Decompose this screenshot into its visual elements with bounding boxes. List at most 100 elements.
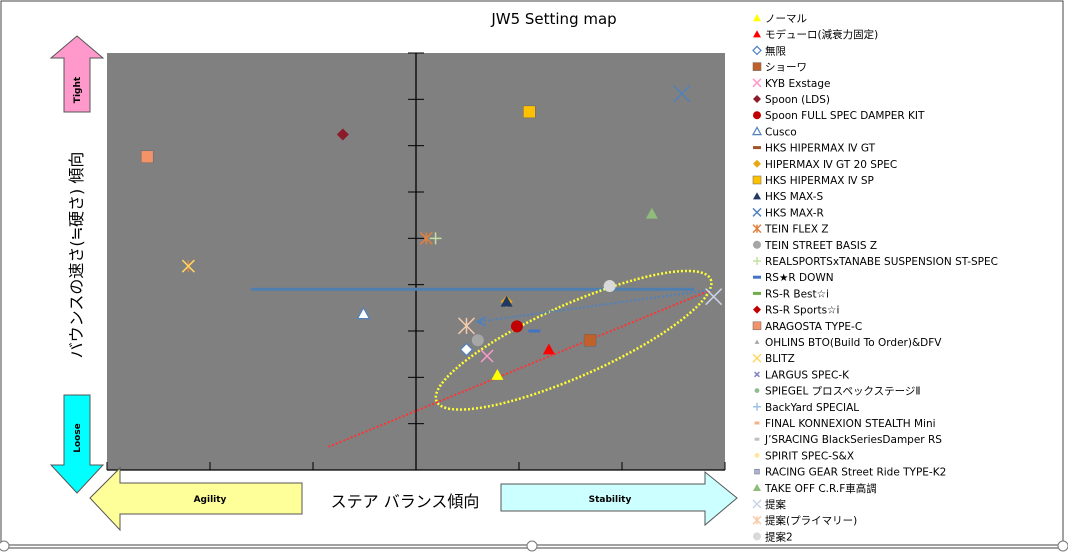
resize-handle-corner[interactable] (1057, 540, 1068, 552)
data-point (583, 334, 597, 347)
legend-item: SPIEGEL プロスペックステージⅡ (754, 386, 921, 398)
legend-item: Spoon FULL SPEC DAMPER KIT (753, 110, 925, 122)
legend-item: RACING GEAR Street Ride TYPE-K2 (754, 467, 946, 479)
data-point (528, 329, 541, 333)
tight-arrow: Tight (49, 35, 105, 113)
legend-label: HKS MAX-R (765, 207, 824, 219)
data-point (181, 259, 195, 273)
legend-label: Spoon FULL SPEC DAMPER KIT (765, 110, 925, 122)
legend-label: Spoon (LDS) (765, 94, 830, 106)
legend-item: KYB Exstage (752, 78, 830, 90)
legend-label: 提案(プライマリー) (765, 514, 857, 527)
legend-item: HKS MAX-S (753, 191, 823, 203)
legend-label: REALSPORTSxTANABE SUSPENSION ST-SPEC (765, 256, 998, 268)
legend-item: HKS HIPERMAX Ⅳ SP (752, 175, 874, 187)
legend-item: BLITZ (752, 353, 795, 365)
legend-marker-icon (752, 353, 762, 363)
legend-marker-icon (753, 30, 761, 38)
data-points (140, 85, 723, 380)
legend-label: Cusco (765, 126, 797, 138)
data-point (673, 85, 691, 103)
legend-marker-icon (753, 275, 761, 279)
legend-marker-icon (753, 95, 761, 103)
legend-label: HKS MAX-S (765, 191, 823, 203)
legend-label: 提案2 (765, 530, 793, 543)
legend-label: RS-R Best☆i (765, 288, 829, 300)
legend-marker-icon (754, 388, 760, 393)
shift-arrow-line (477, 288, 712, 323)
legend-marker-icon (754, 371, 760, 378)
legend-marker-icon (751, 126, 763, 136)
legend-item: ノーマル (753, 13, 807, 25)
legend-item: TAKE OFF C.R.F車高調 (753, 482, 877, 495)
legend-item: LARGUS SPEC-K (754, 369, 850, 381)
resize-handle-left[interactable] (0, 540, 10, 552)
data-point (705, 288, 723, 306)
legend-label: HKS HIPERMAX Ⅳ SP (765, 175, 874, 187)
legend-marker-icon (752, 45, 762, 56)
legend-marker-icon (753, 532, 761, 541)
legend-item: モデューロ(減衰力固定) (753, 28, 878, 41)
legend-marker-icon (752, 62, 762, 71)
legend-item: SPIRIT SPEC-S&X (754, 450, 854, 462)
legend-label: HKS HIPERMAX Ⅳ GT (765, 143, 876, 155)
data-point (523, 105, 536, 119)
legend-marker-icon (752, 224, 762, 234)
legend-marker-icon (753, 111, 761, 120)
data-point (500, 295, 513, 307)
x-axis-label: ステア バランス傾向 (331, 492, 480, 511)
data-point (356, 306, 371, 320)
legend-label: J’SRACING BlackSeriesDamper RS (764, 434, 942, 446)
legend-item: REALSPORTSxTANABE SUSPENSION ST-SPEC (753, 256, 998, 268)
legend-item: TEIN FLEX Z (752, 224, 829, 236)
chart-title: JW5 Setting map (490, 10, 616, 28)
legend-marker-icon (753, 146, 761, 150)
legend-label: モデューロ(減衰力固定) (765, 28, 878, 41)
legend-marker-icon (753, 192, 761, 200)
data-point (336, 128, 349, 141)
agility-arrow: Agility (89, 466, 303, 532)
highlight-ellipse (434, 269, 713, 411)
agility-label: Agility (194, 495, 227, 505)
legend-item: HKS HIPERMAX Ⅳ GT (753, 143, 876, 155)
legend-marker-icon (753, 305, 761, 314)
legend-item: 無限 (752, 44, 786, 57)
legend-item: J’SRACING BlackSeriesDamper RS (754, 434, 942, 446)
resize-handle-bottom[interactable] (526, 540, 538, 552)
data-point (140, 150, 154, 164)
legend-label: ARAGOSTA TYPE-C (765, 321, 862, 333)
legend-label: FINAL KONNEXION STEALTH Mini (765, 418, 936, 430)
legend-item: BackYard SPECIAL (753, 402, 859, 414)
legend-label: TEIN FLEX Z (764, 224, 829, 236)
legend-item: ARAGOSTA TYPE-C (752, 321, 862, 333)
loose-arrow: Loose (49, 394, 105, 494)
legend-label: SPIEGEL プロスペックステージⅡ (765, 386, 921, 398)
data-point (429, 232, 442, 245)
legend-label: RS★R DOWN (765, 272, 834, 284)
legend-marker-icon (754, 421, 760, 425)
tight-label: Tight (73, 76, 83, 103)
data-point (491, 369, 504, 380)
legend-marker-icon (752, 321, 762, 331)
legend-label: BackYard SPECIAL (765, 402, 859, 414)
legend-item: TEIN STREET BASIS Z (753, 240, 877, 252)
legend-item: 提案(プライマリー) (752, 514, 857, 527)
legend-label: TAKE OFF C.R.F車高調 (764, 482, 877, 495)
stability-arrow: Stability (500, 470, 738, 527)
legend-marker-icon (752, 499, 762, 509)
legend-marker-icon (754, 468, 760, 475)
legend-item: HKS MAX-R (752, 207, 824, 219)
legend-marker-icon (753, 159, 761, 168)
legend-marker-icon (752, 175, 762, 185)
legend-label: OHLINS BTO(Build To Order)&DFV (765, 337, 942, 349)
data-point (459, 342, 474, 357)
trend-line (328, 288, 712, 448)
legend-marker-icon (753, 14, 761, 22)
legend-item: RS★R DOWN (753, 272, 834, 284)
legend-marker-icon (752, 78, 762, 88)
legend-label: SPIRIT SPEC-S&X (765, 450, 854, 462)
data-point (471, 334, 484, 347)
annotations (251, 269, 713, 448)
